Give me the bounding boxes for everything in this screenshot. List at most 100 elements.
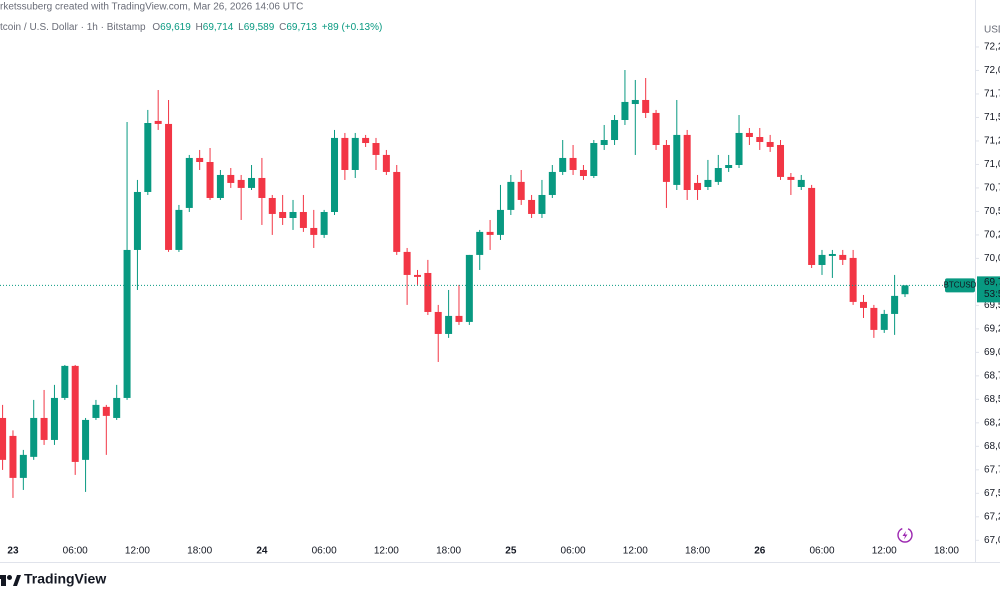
x-tick-label: 18:00 xyxy=(685,546,710,557)
candle-body xyxy=(849,257,857,302)
candle-body xyxy=(71,365,79,462)
candle-body xyxy=(144,123,152,192)
candle-body xyxy=(237,179,245,188)
candle-body xyxy=(714,168,722,182)
candle-body xyxy=(372,143,380,155)
candle-body xyxy=(683,134,691,190)
candle-body xyxy=(465,254,473,322)
symbol: tcoin / U.S. Dollar · 1h · Bitstamp xyxy=(0,22,146,33)
candle-body xyxy=(341,137,349,170)
x-tick-label: 24 xyxy=(256,546,268,557)
y-tick-label: 69,250 xyxy=(984,324,1000,335)
candle-body xyxy=(517,181,525,200)
symbol-line: tcoin / U.S. Dollar · 1h · Bitstamp O 69,… xyxy=(0,22,382,33)
price-tag-box xyxy=(977,276,1000,303)
y-tick-label: 67,750 xyxy=(984,464,1000,475)
ohlc-key: O xyxy=(152,22,160,33)
candle-body xyxy=(424,272,432,312)
candle-body xyxy=(662,144,670,182)
candle-body xyxy=(839,254,847,260)
candle-body xyxy=(227,174,235,183)
candle-body xyxy=(185,157,193,208)
logo-dot xyxy=(7,575,12,580)
y-tick-label: 72,000 xyxy=(984,65,1000,76)
candle-body xyxy=(621,101,629,120)
replay-icon[interactable] xyxy=(897,527,913,543)
candle-body xyxy=(642,99,650,113)
x-tick-label: 06:00 xyxy=(63,546,88,557)
candle-body xyxy=(258,177,266,198)
y-tick-label: 70,000 xyxy=(984,253,1000,264)
y-tick-label: 67,000 xyxy=(984,535,1000,546)
y-tick-label: 71,000 xyxy=(984,159,1000,170)
x-tick-label: 18:00 xyxy=(187,546,212,557)
candle-body xyxy=(113,397,121,418)
candle-body xyxy=(320,211,328,235)
candle-body xyxy=(102,406,110,416)
candle-body xyxy=(413,274,421,277)
y-tick-label: 71,500 xyxy=(984,112,1000,123)
logo-mark xyxy=(13,575,21,586)
ohlc-key: H xyxy=(196,22,203,33)
icon-ring xyxy=(897,527,913,543)
icon-bolt xyxy=(902,531,908,540)
candle-body xyxy=(61,365,69,398)
candle-body xyxy=(175,209,183,250)
candle-body xyxy=(486,231,494,235)
candle-body xyxy=(455,315,463,322)
candle-body xyxy=(704,179,712,187)
candle-body xyxy=(331,137,339,212)
candle-body xyxy=(496,209,504,235)
candle-body xyxy=(528,199,536,214)
candle-body xyxy=(797,179,805,187)
x-tick-label: 25 xyxy=(505,546,517,557)
x-tick-label: 18:00 xyxy=(934,546,959,557)
x-tick-label: 12:00 xyxy=(374,546,399,557)
candle-body xyxy=(268,197,276,214)
ohlc-value: 69,714 xyxy=(203,22,234,33)
candle-body xyxy=(652,112,660,145)
candle-body xyxy=(403,251,411,275)
y-tick-label: 70,250 xyxy=(984,230,1000,241)
y-tick-label: 68,500 xyxy=(984,394,1000,405)
x-tick-label: 06:00 xyxy=(561,546,586,557)
y-tick-label: 70,750 xyxy=(984,183,1000,194)
candle-body xyxy=(92,404,100,418)
candle-body xyxy=(123,249,131,398)
candle-body xyxy=(777,144,785,177)
candle-body xyxy=(901,285,909,295)
x-tick-label: 18:00 xyxy=(436,546,461,557)
brand: TradingView xyxy=(24,571,106,587)
candle-body xyxy=(299,211,307,228)
candle-body xyxy=(154,120,162,124)
x-tick-label: 23 xyxy=(7,546,19,557)
credit: rketssuberg created with TradingView.com… xyxy=(0,2,303,13)
candle-body xyxy=(82,419,90,460)
x-tick-label: 12:00 xyxy=(125,546,150,557)
candle-body xyxy=(559,157,567,172)
candle-body xyxy=(351,137,359,170)
candle-body xyxy=(362,137,370,144)
candle-body xyxy=(548,171,556,195)
candle-body xyxy=(393,171,401,252)
symbol-tag: BTCUSD xyxy=(944,280,977,289)
candle-body xyxy=(600,140,608,145)
candle-body xyxy=(745,132,753,138)
candle-body xyxy=(756,137,764,142)
candle-body xyxy=(590,143,598,176)
y-tick-label: 67,250 xyxy=(984,511,1000,522)
y-tick-label: 72,250 xyxy=(984,42,1000,53)
logo xyxy=(0,575,21,586)
y-tick-label: 71,750 xyxy=(984,89,1000,100)
y-tick-label: 71,250 xyxy=(984,136,1000,147)
x-tick-label: 26 xyxy=(754,546,766,557)
candle-body xyxy=(870,307,878,330)
y-tick-label: 67,500 xyxy=(984,488,1000,499)
y-tick-label: 69,000 xyxy=(984,347,1000,358)
y-tick-label: 68,000 xyxy=(984,441,1000,452)
plot-area xyxy=(0,70,975,498)
symbol-tag-box xyxy=(945,278,975,293)
